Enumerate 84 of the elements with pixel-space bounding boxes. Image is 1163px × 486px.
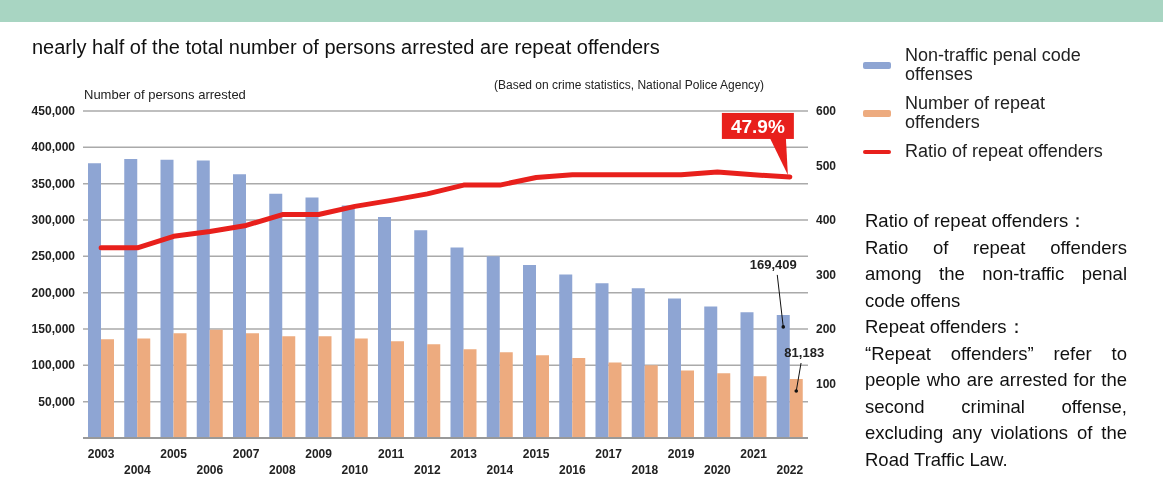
data-label: 81,183 <box>784 345 825 361</box>
y2-tick-label: 200 <box>816 322 837 336</box>
x-tick-label: 2003 <box>87 447 115 461</box>
bar <box>608 362 622 438</box>
x-tick-label: 2014 <box>486 463 514 477</box>
annotation: 47.9% <box>730 115 785 137</box>
bar <box>523 265 536 438</box>
bar <box>354 338 368 438</box>
y-tick-label: 350,000 <box>31 176 76 191</box>
x-tick-label: 2004 <box>124 463 152 477</box>
bar <box>160 159 174 438</box>
x-tick-label: 2016 <box>559 463 587 477</box>
bar <box>137 338 151 438</box>
bar <box>681 370 694 438</box>
x-tick-label: 2017 <box>595 447 623 461</box>
bar <box>101 339 114 438</box>
y-tick-label: 100,000 <box>31 358 76 373</box>
bar <box>486 256 500 438</box>
bar <box>378 217 391 438</box>
x-tick-label: 2019 <box>667 447 695 461</box>
y-tick-label: 450,000 <box>31 104 76 118</box>
bar <box>753 376 767 438</box>
bar <box>282 336 296 438</box>
y2-tick-label: 300 <box>816 267 837 282</box>
y-tick-label: 200,000 <box>31 285 76 300</box>
y-tick-label: 300,000 <box>31 213 76 227</box>
bar <box>124 158 138 438</box>
text: (Based on crime statistics, National Police Agency) <box>494 78 765 92</box>
y-axis-title: Number of persons arrested <box>84 87 246 102</box>
bar <box>209 329 223 438</box>
bar <box>196 160 210 438</box>
legend-label: Non-traffic penal code offenses <box>905 45 1082 84</box>
legend-label: Ratio of repeat offenders <box>905 141 1104 161</box>
x-tick-label: 2010 <box>341 463 369 477</box>
x-tick-label: 2012 <box>414 463 442 477</box>
bar <box>717 373 731 438</box>
text: Ratio of repeat offenders： Ratio of repeat offenders among the non-traffic penal code offens Repeat offenders： “Repeat offenders” refer to people who are arrested for the second criminal offense, excluding any violations of the Road Traffic Law. <box>865 210 1127 470</box>
y2-tick-label: 600 <box>816 104 837 118</box>
y-tick-label: 50,000 <box>38 394 76 409</box>
bar <box>631 288 645 438</box>
y-tick-label: 150,000 <box>31 322 76 336</box>
x-tick-label: 2008 <box>269 463 297 477</box>
bar <box>88 163 101 438</box>
x-tick-label: 2015 <box>522 447 550 461</box>
y-tick-label: 250,000 <box>31 249 76 264</box>
bar <box>233 174 246 438</box>
y2-tick-label: 400 <box>816 213 837 227</box>
x-tick-label: 2007 <box>232 447 260 461</box>
x-tick-label: 2020 <box>704 463 732 477</box>
legend-label: Number of repeat offenders <box>905 93 1047 132</box>
chart-title: nearly half of the total number of persons arrested are repeat offenders <box>32 36 660 59</box>
bar <box>318 336 332 438</box>
bar <box>305 197 319 438</box>
data-label: 169,409 <box>749 256 797 272</box>
bar <box>246 333 259 438</box>
x-tick-label: 2009 <box>305 447 333 461</box>
bar <box>341 205 355 438</box>
bar <box>173 333 187 438</box>
bar <box>572 358 586 438</box>
bar <box>536 355 549 438</box>
x-tick-label: 2011 <box>378 447 405 461</box>
bar <box>668 298 681 438</box>
x-tick-label: 2022 <box>776 463 804 477</box>
bar <box>414 230 428 438</box>
x-tick-label: 2006 <box>196 463 224 477</box>
bar <box>644 365 658 438</box>
x-tick-label: 2018 <box>631 463 659 477</box>
x-tick-label: 2021 <box>740 447 768 461</box>
bar <box>499 352 513 438</box>
bar <box>595 283 609 438</box>
y2-tick-label: 100 <box>816 376 837 391</box>
bar <box>450 247 464 438</box>
bar <box>391 341 404 438</box>
bar <box>559 274 573 438</box>
y2-tick-label: 500 <box>816 158 837 173</box>
bar <box>463 349 477 438</box>
bar <box>740 312 754 438</box>
x-tick-label: 2005 <box>160 447 188 461</box>
bar <box>269 193 283 438</box>
x-tick-label: 2013 <box>450 447 478 461</box>
bar <box>704 306 718 438</box>
bar <box>789 379 803 438</box>
bar <box>427 344 441 438</box>
y-tick-label: 400,000 <box>31 140 76 155</box>
